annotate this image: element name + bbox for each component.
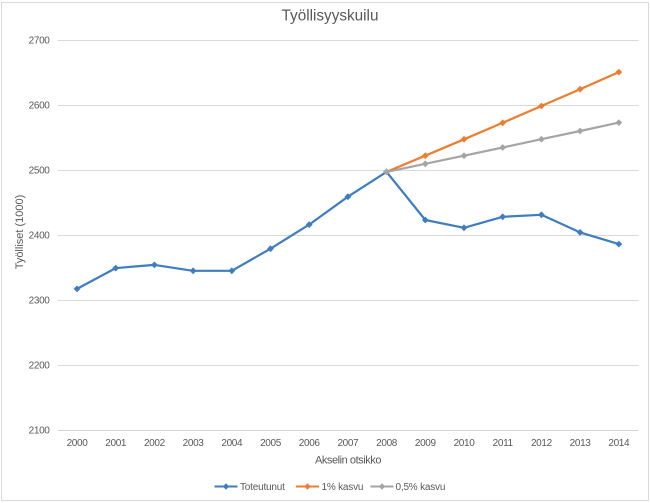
svg-text:2300: 2300: [29, 296, 51, 307]
svg-text:2011: 2011: [493, 438, 514, 449]
svg-text:2012: 2012: [531, 438, 553, 449]
svg-text:0,5% kasvu: 0,5% kasvu: [396, 482, 446, 493]
svg-text:2007: 2007: [337, 438, 359, 449]
svg-text:1% kasvu: 1% kasvu: [322, 482, 364, 493]
svg-text:2003: 2003: [183, 438, 205, 449]
svg-text:Työllisyyskuilu: Työllisyyskuilu: [282, 8, 379, 25]
svg-text:2100: 2100: [29, 426, 51, 437]
svg-text:Toteutunut: Toteutunut: [240, 482, 285, 493]
svg-text:2008: 2008: [376, 438, 398, 449]
svg-text:2013: 2013: [570, 438, 592, 449]
svg-text:2006: 2006: [299, 438, 321, 449]
svg-text:Akselin otsikko: Akselin otsikko: [315, 455, 381, 467]
svg-text:2700: 2700: [29, 36, 51, 47]
svg-text:2000: 2000: [67, 438, 89, 449]
svg-text:2009: 2009: [415, 438, 437, 449]
svg-text:2004: 2004: [221, 438, 243, 449]
svg-text:2200: 2200: [29, 361, 51, 372]
svg-text:2010: 2010: [454, 438, 476, 449]
svg-text:2002: 2002: [144, 438, 166, 449]
svg-text:Työlliset (1000): Työlliset (1000): [14, 195, 26, 270]
svg-text:2014: 2014: [608, 438, 630, 449]
svg-text:2600: 2600: [29, 101, 51, 112]
svg-text:2001: 2001: [105, 438, 127, 449]
svg-text:2005: 2005: [260, 438, 282, 449]
svg-text:2400: 2400: [29, 231, 51, 242]
svg-text:2500: 2500: [29, 166, 51, 177]
